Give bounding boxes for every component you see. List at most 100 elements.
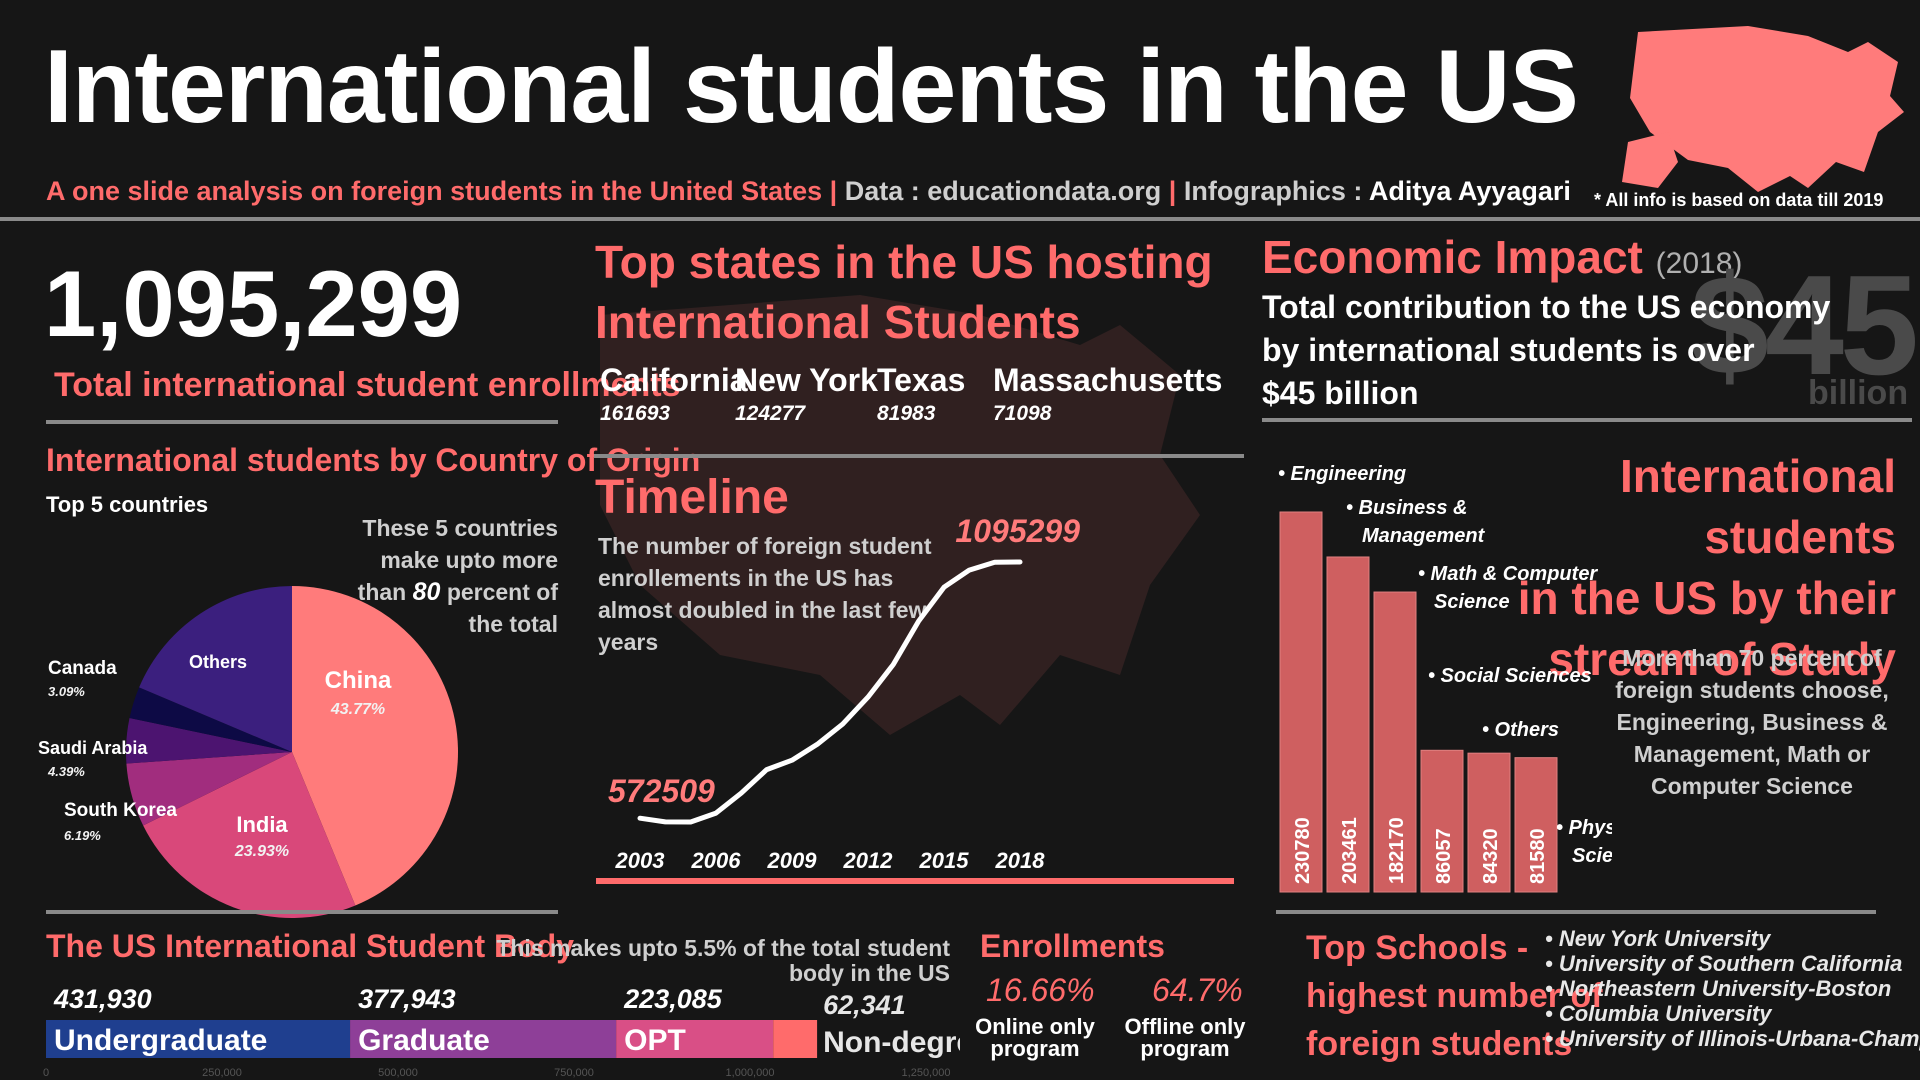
header-subtitle-line: A one slide analysis on foreign students… (46, 176, 1571, 207)
stream-bar-value: 81580 (1527, 828, 1549, 884)
stream-category-label: • Business & Management (1346, 497, 1486, 547)
pie-label: Others (189, 652, 247, 672)
stream-note: More than 70 percent of foreign students… (1615, 645, 1889, 799)
economic-text: Total contribution to the US economy by … (1262, 286, 1830, 415)
page-title: International students in the US (44, 29, 1579, 145)
stream-bar (1373, 591, 1417, 893)
pie-slice-china (292, 586, 458, 906)
timeline-line (637, 559, 1023, 825)
pie-label: China (325, 667, 392, 694)
states-list: California 161693 New York 124277 Texas 81983… (600, 362, 1240, 432)
body-segment-value: 431,930 (53, 984, 152, 1014)
student-body-note: This makes upto 5.5% of the total studen… (496, 935, 950, 986)
schools-title-line1: Top Schools - (1306, 929, 1529, 967)
economic-line2: by international students is over (1262, 332, 1755, 368)
economic-line3: $45 billion (1262, 375, 1419, 411)
stream-category-label: • Physical & LifeSciences (1556, 817, 1612, 867)
state-name: California (600, 362, 748, 398)
state-name: Texas (877, 362, 966, 398)
divider (46, 910, 558, 914)
body-segment (616, 1020, 774, 1058)
states-title-line1: Top states in the US hosting (595, 236, 1213, 288)
pie-value-label: 43.77% (330, 701, 385, 718)
economic-line1: Total contribution to the US economy (1262, 289, 1831, 325)
country-pie-chart: China 43.77% India 23.93% South Korea 6.19% Sa… (38, 586, 458, 918)
body-axis-tick: 250,000 (202, 1067, 242, 1079)
state-item: Texas 81983 (877, 362, 965, 426)
offline-percent: 64.7% (1152, 972, 1243, 1008)
body-segment-label: OPT (624, 1024, 686, 1057)
pie-slice-canada (129, 687, 292, 752)
school-item: • University of Illinois-Urbana-Champaig… (1545, 1026, 1920, 1051)
stream-title-line1: International students (1619, 450, 1896, 563)
pie-label: Canada (48, 658, 117, 679)
state-name: New York (735, 362, 878, 398)
state-value: 124277 (735, 402, 806, 425)
state-value: 81983 (877, 402, 936, 425)
us-map-background (600, 295, 1200, 735)
states-title: Top states in the US hosting Internation… (595, 232, 1213, 352)
school-item: • Northeastern University-Boston (1545, 976, 1892, 1001)
stream-bar-value: 230780 (1292, 817, 1314, 884)
student-body-stacked-bar: Undergraduate 431,930 Graduate 377,943 OPT 22… (43, 984, 960, 1079)
online-percent: 16.66% (986, 972, 1095, 1008)
state-value: 161693 (600, 402, 671, 425)
separator: | (1168, 176, 1184, 206)
state-name: Massachusetts (993, 362, 1223, 398)
body-axis-tick: 0 (43, 1067, 49, 1079)
state-item: California 161693 (600, 362, 748, 426)
timeline-tick-label: 2003 (615, 848, 665, 873)
stream-title-line3: stream of Study (1548, 633, 1896, 685)
header-divider (0, 217, 1920, 221)
data-note: * All info is based on data till 2019 (1594, 190, 1884, 210)
timeline-line-chart: 2003 2006 2009 2012 2015 2018 572509 1095299 (596, 513, 1234, 884)
body-segment-label: Non-degree (823, 1026, 960, 1059)
timeline-tick-label: 2012 (843, 848, 894, 873)
economic-big-number: $45 (1690, 246, 1919, 405)
stream-category-label: • Others (1482, 719, 1559, 741)
pie-label: India (236, 812, 288, 837)
origin-note-text: These 5 countries make upto more than (357, 515, 558, 605)
timeline-tick-label: 2018 (995, 848, 1046, 873)
body-axis-tick: 1,000,000 (726, 1067, 775, 1079)
divider (1262, 418, 1912, 422)
pie-label: Saudi Arabia (38, 738, 148, 758)
economic-title: Economic Impact (2018) (1262, 230, 1742, 284)
author: Aditya Ayyagari (1368, 176, 1571, 206)
school-item: • Columbia University (1545, 1001, 1772, 1026)
pie-slice-south-korea (126, 752, 292, 826)
origin-title: International students by Country of Ori… (46, 442, 701, 478)
body-segment-value: 377,943 (358, 984, 456, 1014)
timeline-end-label: 1095299 (955, 513, 1080, 549)
schools-list: • New York University • University of Sou… (1545, 926, 1920, 1051)
schools-title: Top Schools - highest number of foreign … (1306, 924, 1603, 1068)
state-item: New York 124277 (735, 362, 878, 426)
pie-slice-saudi-arabia (125, 718, 292, 764)
stream-bar-chart: 230780 203461 182170 86057 84320 81580 • Engin… (1278, 463, 1612, 893)
online-label: Online only program (975, 1014, 1095, 1061)
stream-bar (1467, 752, 1511, 893)
timeline-title: Timeline (595, 471, 789, 524)
state-item: Massachusetts 71098 (993, 362, 1222, 426)
timeline-baseline (596, 878, 1234, 884)
stream-category-label: • Math & Computer Science (1418, 563, 1598, 613)
origin-note-text-2: percent of the total (446, 579, 558, 637)
timeline-tick-label: 2009 (767, 848, 818, 873)
stream-bar (1326, 556, 1370, 893)
pie-slice-others (139, 586, 292, 752)
infographics-prefix: Infographics : (1183, 176, 1369, 206)
body-axis-tick: 500,000 (378, 1067, 418, 1079)
stream-bar-value: 182170 (1386, 817, 1408, 884)
stream-bar-value: 84320 (1480, 828, 1502, 884)
stream-bar-value: 203461 (1339, 817, 1361, 884)
stream-bar (1420, 749, 1464, 893)
body-axis-tick: 750,000 (554, 1067, 594, 1079)
state-value: 71098 (993, 402, 1052, 425)
schools-title-line2: highest number of (1306, 977, 1603, 1015)
stream-bar-value: 86057 (1433, 828, 1455, 884)
body-segment (773, 1020, 818, 1058)
stream-category-label: • Social Sciences (1428, 665, 1592, 687)
us-map-icon (1622, 26, 1904, 192)
origin-note: These 5 countries make upto more than 80… (340, 512, 558, 640)
enrollments-title: Enrollments (980, 928, 1165, 964)
